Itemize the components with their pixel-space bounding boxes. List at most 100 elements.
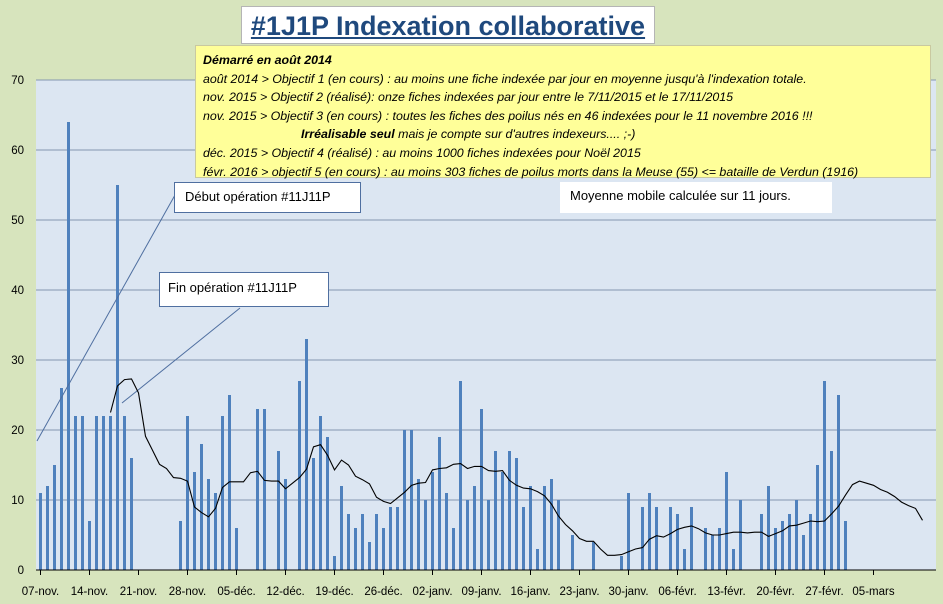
bar [340, 486, 343, 570]
bar [781, 521, 784, 570]
bar [669, 507, 672, 570]
objective-line-start: Démarré en août 2014 [203, 53, 332, 67]
bar [837, 395, 840, 570]
bar [788, 514, 791, 570]
y-tick-label: 60 [11, 145, 24, 157]
bar [88, 521, 91, 570]
bar [536, 549, 539, 570]
bar [333, 556, 336, 570]
x-tick-label: 12-déc. [266, 586, 304, 598]
bar [522, 507, 525, 570]
x-axis: 07-nov. 14-nov. 21-nov. 28-nov. 05-déc. 12-dé… [22, 569, 936, 598]
x-tick-label: 16-janv. [510, 586, 550, 598]
bar [284, 479, 287, 570]
bar [592, 542, 595, 570]
bar [214, 493, 217, 570]
objective-line-3-note: Irréalisable seul mais je compte sur d'a… [203, 125, 923, 144]
objective-line-3: nov. 2015 > Objectif 3 (en cours) : tout… [203, 108, 813, 123]
bar [830, 451, 833, 570]
objectives-box: Démarré en août 2014 août 2014 > Objecti… [195, 45, 931, 179]
bar [473, 486, 476, 570]
bar [557, 500, 560, 570]
bar [431, 472, 434, 570]
y-tick-label: 50 [11, 215, 24, 227]
x-tick-label: 30-janv. [608, 586, 648, 598]
bar [487, 500, 490, 570]
y-tick-label: 0 [18, 565, 24, 577]
bar [39, 493, 42, 570]
bar [298, 381, 301, 570]
y-axis-tick-labels: 0 10 20 30 40 50 60 70 [11, 75, 24, 577]
bar [844, 521, 847, 570]
bar [690, 507, 693, 570]
bar [515, 458, 518, 570]
bar [501, 472, 504, 570]
x-tick-label: 28-nov. [169, 586, 207, 598]
bar [403, 430, 406, 570]
bar [60, 388, 63, 570]
x-tick-label: 20-févr. [756, 586, 794, 598]
y-tick-label: 30 [11, 355, 24, 367]
y-tick-label: 70 [11, 75, 24, 87]
bar [627, 493, 630, 570]
bar [438, 437, 441, 570]
bar [179, 521, 182, 570]
bar [235, 528, 238, 570]
callout-debut-line [36, 194, 176, 442]
bar [116, 185, 119, 570]
x-tick-label: 14-nov. [71, 586, 109, 598]
x-tick-label: 05-mars [852, 586, 894, 598]
bar [200, 444, 203, 570]
moving-average-line [109, 378, 923, 556]
annotation-debut-operation: Début opération #11J11P [174, 182, 361, 213]
bar [641, 507, 644, 570]
bar [445, 493, 448, 570]
annotation-fin-operation: Fin opération #11J11P [159, 272, 329, 307]
objective-line-1: août 2014 > Objectif 1 (en cours) : au m… [203, 71, 807, 86]
y-tick-label: 40 [11, 285, 24, 297]
y-tick-label: 10 [11, 495, 24, 507]
bar [319, 416, 322, 570]
bar [823, 381, 826, 570]
bar [67, 122, 70, 570]
x-tick-label: 06-févr. [658, 586, 696, 598]
callout-lines [36, 194, 241, 442]
objective-note-bold: Irréalisable seul [301, 127, 395, 142]
bar [459, 381, 462, 570]
objective-note-rest: mais je compte sur d'autres indexeurs...… [394, 127, 636, 142]
objective-line-2: nov. 2015 > Objectif 2 (réalisé): onze f… [203, 90, 734, 105]
callout-fin-line [121, 307, 241, 404]
bar [529, 486, 532, 570]
bar [312, 458, 315, 570]
bar [347, 514, 350, 570]
x-tick-label: 05-déc. [217, 586, 255, 598]
bar [732, 549, 735, 570]
objective-line-4: déc. 2015 > Objectif 4 (réalisé) : au mo… [203, 145, 641, 160]
bar [410, 430, 413, 570]
bar [263, 409, 266, 570]
bar [648, 493, 651, 570]
bar [53, 465, 56, 570]
bar [543, 486, 546, 570]
bar [417, 479, 420, 570]
bar [123, 416, 126, 570]
bar [711, 535, 714, 570]
bar [452, 528, 455, 570]
bar [396, 507, 399, 570]
bar [368, 542, 371, 570]
objective-line-5: févr. 2016 > objectif 5 (en cours) : au … [203, 164, 859, 179]
bar [74, 416, 77, 570]
bar [81, 416, 84, 570]
x-tick-label: 09-janv. [461, 586, 501, 598]
bar [739, 500, 742, 570]
bar [375, 514, 378, 570]
bar [424, 500, 427, 570]
bar [305, 339, 308, 570]
bar [256, 409, 259, 570]
bar [494, 451, 497, 570]
x-tick-label: 02-janv. [412, 586, 452, 598]
bar [466, 500, 469, 570]
bar [193, 472, 196, 570]
bar [382, 528, 385, 570]
bar [767, 486, 770, 570]
